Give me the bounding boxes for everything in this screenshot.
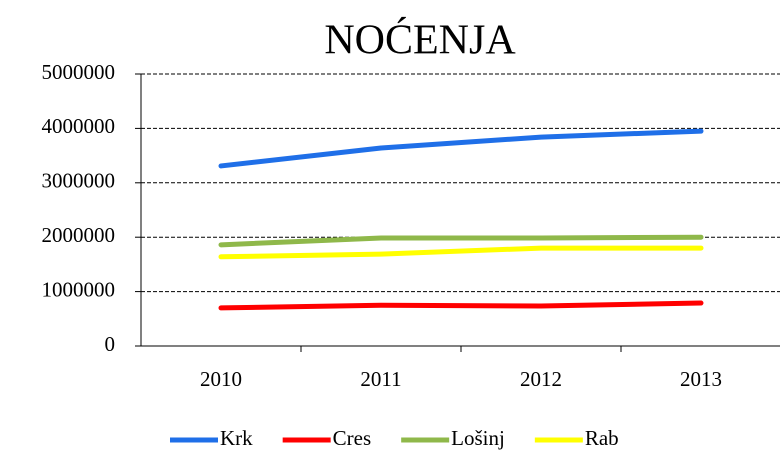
- legend-label: Cres: [333, 426, 372, 450]
- series-line: [218, 300, 704, 311]
- x-tick-label: 2013: [680, 367, 722, 391]
- y-tick-label: 5000000: [42, 60, 116, 84]
- legend-label: Rab: [585, 426, 619, 450]
- legend-label: Lošinj: [451, 426, 505, 450]
- x-tick-label: 2011: [360, 367, 401, 391]
- x-tick-label: 2010: [200, 367, 242, 391]
- series-line: [218, 234, 704, 248]
- legend-label: Krk: [220, 426, 253, 450]
- y-tick-label: 3000000: [42, 169, 116, 193]
- y-tick-label: 4000000: [42, 114, 116, 138]
- y-tick-label: 1000000: [42, 277, 116, 301]
- series-line: [218, 128, 704, 169]
- series-line: [218, 245, 704, 260]
- y-tick-label: 2000000: [42, 223, 116, 247]
- y-tick-label: 0: [105, 332, 116, 356]
- x-tick-label: 2012: [520, 367, 562, 391]
- chart-title: NOĆENJA: [324, 17, 516, 64]
